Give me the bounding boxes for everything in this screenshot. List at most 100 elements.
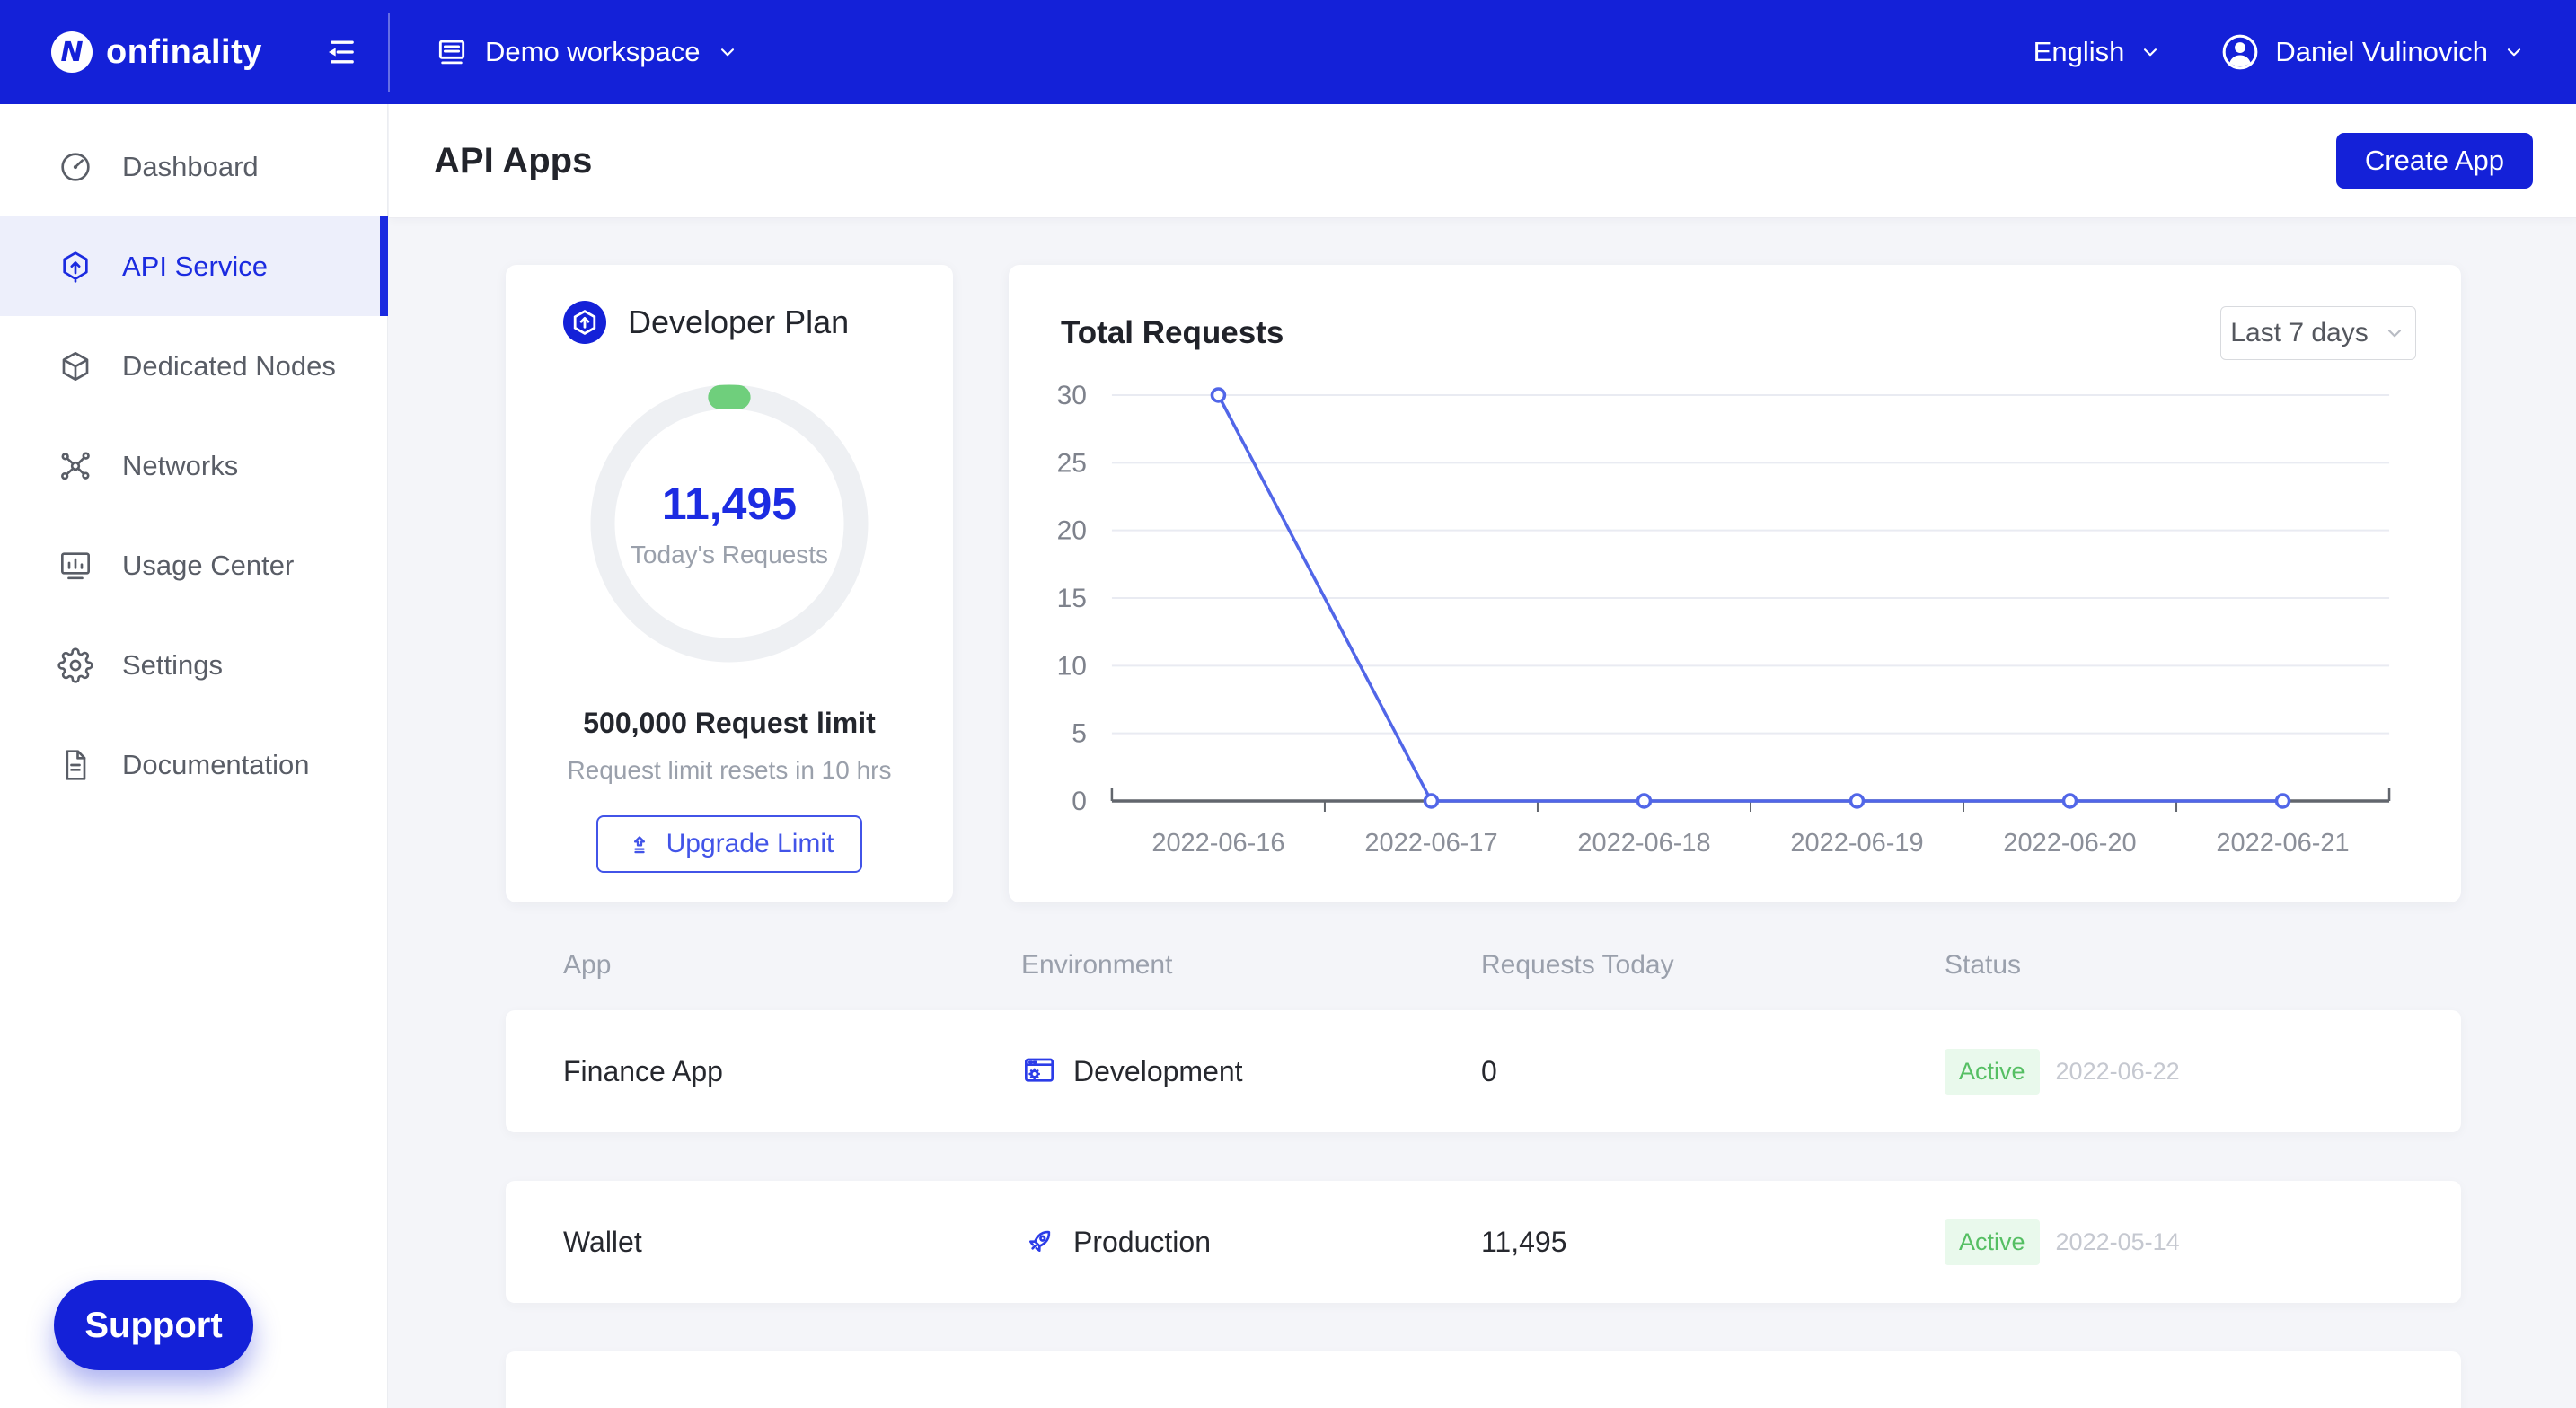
create-app-button[interactable]: Create App — [2335, 133, 2533, 189]
chart-header: Total Requests Last 7 days — [1009, 265, 2461, 360]
request-limit-text: 500,000 Request limit — [583, 707, 876, 739]
sidebar-item-label: Settings — [122, 648, 224, 681]
sidebar-item-label: Usage Center — [122, 549, 295, 581]
workspace-icon — [438, 40, 465, 65]
date-range-value: Last 7 days — [2230, 318, 2369, 348]
sidebar-item-dashboard[interactable]: Dashboard — [0, 117, 387, 216]
column-environment: Environment — [1021, 950, 1173, 980]
svg-text:2022-06-16: 2022-06-16 — [1151, 829, 1284, 858]
documentation-icon — [57, 747, 93, 783]
environment-cell: Production — [1021, 1224, 1481, 1260]
page-title: API Apps — [434, 140, 593, 180]
sidebar-item-label: Networks — [122, 449, 239, 481]
developer-plan-card: Developer Plan 11,495 Today's Requests 5… — [506, 265, 953, 902]
plan-badge-icon — [563, 301, 606, 344]
chevron-down-icon — [2387, 330, 2401, 338]
avatar-icon — [2222, 34, 2258, 70]
environment-name: Development — [1073, 1054, 1243, 1087]
table-row[interactable]: Wallet Production 11,495 Active 2022-05-14 — [506, 1181, 2461, 1303]
status-cell: Active 2022-06-22 — [1945, 1048, 2425, 1095]
chevron-down-icon — [721, 48, 735, 57]
networks-icon — [57, 448, 93, 484]
user-name: Daniel Vulinovich — [2275, 36, 2488, 67]
onfinality-logo[interactable]: N onfinality — [50, 31, 262, 74]
sidebar-item-dedicated-nodes[interactable]: Dedicated Nodes — [0, 316, 387, 416]
svg-text:N: N — [60, 37, 83, 68]
sidebar-item-label: Documentation — [122, 748, 310, 780]
language-label: English — [2033, 36, 2125, 67]
chart-title: Total Requests — [1061, 315, 1284, 350]
sidebar-item-documentation[interactable]: Documentation — [0, 715, 387, 814]
environment-name: Production — [1073, 1225, 1211, 1258]
requests-donut-chart — [590, 384, 869, 663]
status-date: 2022-05-14 — [2055, 1228, 2180, 1255]
requests-today-value: 11,495 — [1481, 1225, 1567, 1258]
total-requests-chart: 0 5 10 15 20 25 30 2022-06-16 2022-06-17 2022-06-… — [1057, 381, 2391, 858]
apps-table-body: Finance App Development 0 Active 2022-06-22 W… — [506, 1010, 2461, 1408]
svg-text:2022-06-19: 2022-06-19 — [1790, 829, 1923, 858]
dashboard-icon — [57, 149, 93, 185]
usage-center-icon — [57, 548, 93, 584]
production-icon — [1021, 1224, 1057, 1260]
plan-title: Developer Plan — [628, 304, 850, 340]
chevron-down-icon — [2144, 48, 2157, 57]
sidebar: Dashboard API Service Dedicated Nodes Netwo… — [0, 104, 388, 1408]
language-dropdown[interactable]: English — [2033, 36, 2163, 68]
sidebar-item-usage-center[interactable]: Usage Center — [0, 515, 387, 615]
app-name: Wallet — [563, 1225, 642, 1258]
support-button[interactable]: Support — [54, 1280, 253, 1370]
svg-text:2022-06-17: 2022-06-17 — [1364, 829, 1497, 858]
development-icon — [1021, 1053, 1057, 1089]
sidebar-item-api-service[interactable]: API Service — [0, 216, 388, 316]
user-dropdown[interactable]: Daniel Vulinovich — [2219, 31, 2526, 73]
brand-name: onfinality — [106, 32, 262, 71]
collapse-sidebar-icon[interactable] — [322, 34, 357, 70]
svg-text:25: 25 — [1057, 448, 1087, 478]
onfinality-logo-icon: N — [51, 31, 93, 73]
svg-text:5: 5 — [1072, 719, 1087, 749]
status-date: 2022-06-22 — [2055, 1057, 2180, 1085]
column-status: Status — [1945, 950, 2022, 980]
summary-cards-row: Developer Plan 11,495 Today's Requests 5… — [506, 265, 2461, 902]
svg-text:2022-06-21: 2022-06-21 — [2216, 829, 2349, 858]
workspace-name: Demo workspace — [485, 36, 701, 67]
sidebar-item-networks[interactable]: Networks — [0, 416, 387, 515]
environment-cell: Development — [1021, 1053, 1481, 1089]
status-badge: Active — [1945, 1219, 2040, 1265]
svg-text:30: 30 — [1057, 381, 1087, 410]
table-row[interactable]: Finance App Development 0 Active 2022-06-22 — [506, 1010, 2461, 1132]
navbar-left: N onfinality — [0, 0, 388, 104]
apps-table-header: App Environment Requests Today Status — [506, 938, 2461, 992]
status-cell: Active 2022-05-14 — [1945, 1219, 2425, 1265]
svg-text:15: 15 — [1057, 584, 1087, 613]
todays-requests-label: Today's Requests — [630, 541, 829, 568]
svg-text:20: 20 — [1057, 516, 1087, 546]
svg-text:0: 0 — [1072, 787, 1087, 816]
sidebar-item-label: Dedicated Nodes — [122, 349, 336, 382]
navbar-divider — [388, 13, 390, 92]
upgrade-limit-label: Upgrade Limit — [666, 829, 834, 858]
svg-text:2022-06-20: 2022-06-20 — [2003, 829, 2136, 858]
status-badge: Active — [1945, 1048, 2040, 1095]
sidebar-item-label: Dashboard — [122, 150, 259, 182]
requests-donut: 11,495 Today's Requests — [586, 380, 873, 667]
page-header: API Apps Create App — [389, 104, 2576, 217]
workspace-dropdown[interactable]: Demo workspace — [435, 35, 739, 69]
svg-text:2022-06-18: 2022-06-18 — [1577, 829, 1710, 858]
total-requests-card: Total Requests Last 7 days 0 5 10 15 20 25 30 2… — [1009, 265, 2461, 902]
main-area: API Apps Create App Developer Plan — [389, 104, 2576, 1408]
donut-progress-arc — [590, 384, 869, 663]
todays-requests-value: 11,495 — [661, 479, 798, 529]
table-row[interactable] — [506, 1351, 2461, 1408]
api-service-icon — [57, 249, 93, 285]
limit-reset-text: Request limit resets in 10 hrs — [567, 756, 892, 784]
content: Developer Plan 11,495 Today's Requests 5… — [389, 217, 2576, 1408]
sidebar-item-settings[interactable]: Settings — [0, 615, 387, 715]
upgrade-icon — [633, 836, 645, 854]
navbar-right: English Daniel Vulinovich — [2033, 31, 2526, 73]
date-range-select[interactable]: Last 7 days — [2220, 306, 2416, 360]
sidebar-item-label: API Service — [122, 250, 268, 282]
plan-card-header: Developer Plan — [506, 265, 953, 344]
upgrade-limit-button[interactable]: Upgrade Limit — [596, 815, 862, 873]
top-navbar: N onfinality Demo workspace English — [0, 0, 2576, 104]
